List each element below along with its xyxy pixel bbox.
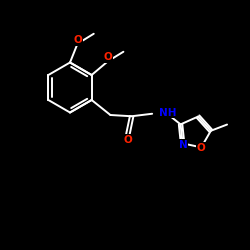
Text: O: O [74, 36, 82, 46]
Text: O: O [104, 52, 112, 62]
Text: O: O [196, 143, 205, 153]
Text: O: O [123, 135, 132, 145]
Text: N: N [179, 140, 188, 149]
Text: NH: NH [159, 108, 176, 118]
